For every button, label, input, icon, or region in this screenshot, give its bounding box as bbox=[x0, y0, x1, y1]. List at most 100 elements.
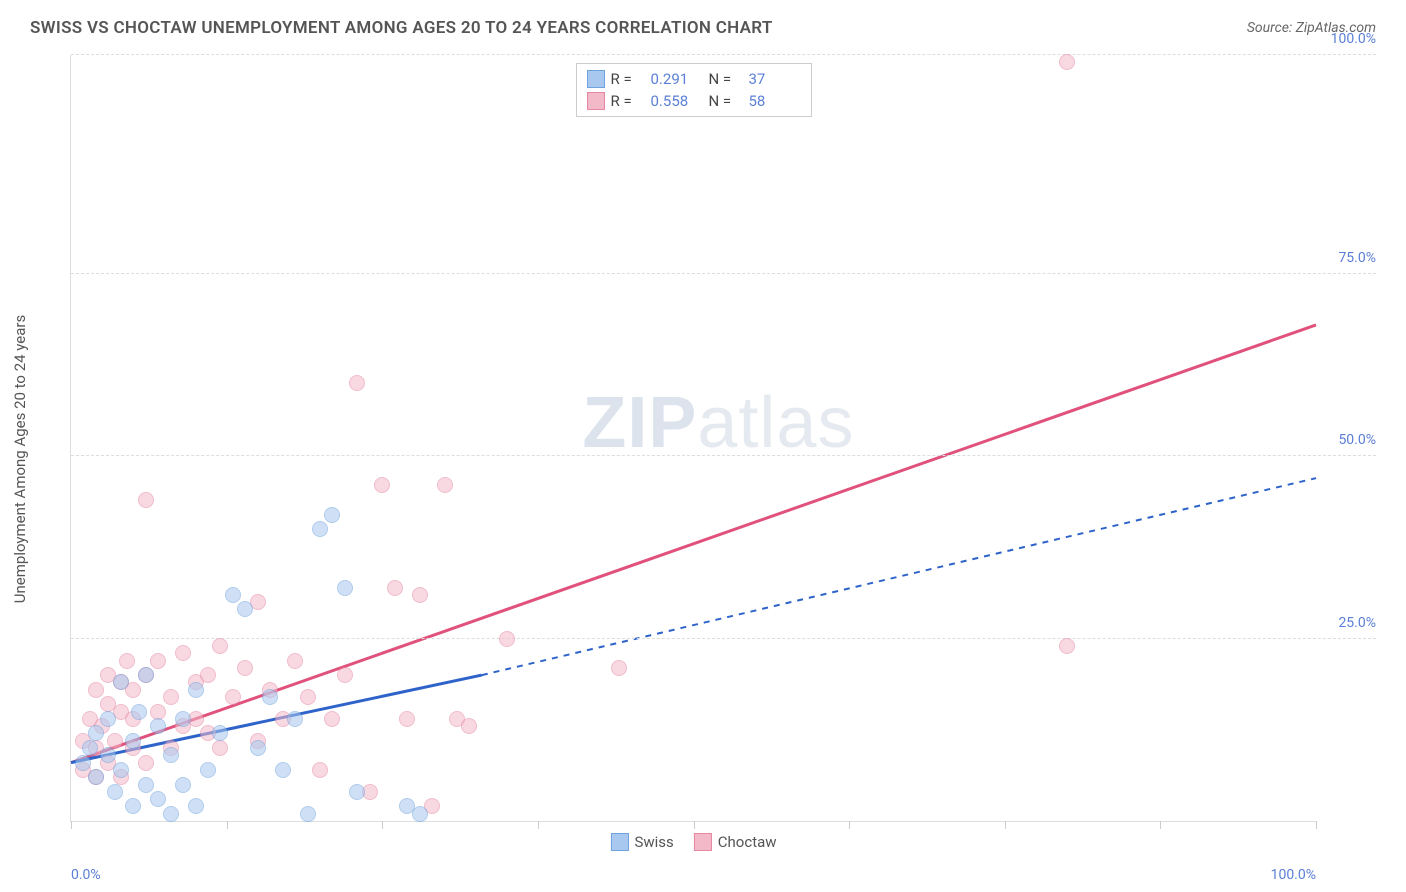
choctaw-point bbox=[461, 718, 477, 734]
legend-stats-row-choctaw: R = 0.558 N = 58 bbox=[587, 90, 801, 112]
choctaw-point bbox=[437, 477, 453, 493]
choctaw-swatch-icon bbox=[694, 833, 712, 851]
swiss-point bbox=[275, 762, 291, 778]
swiss-point bbox=[107, 784, 123, 800]
r-label: R = bbox=[611, 92, 645, 110]
regression-lines bbox=[71, 55, 1316, 821]
swiss-point bbox=[188, 798, 204, 814]
swiss-point bbox=[125, 733, 141, 749]
x-tick bbox=[1316, 821, 1317, 829]
choctaw-point bbox=[1059, 54, 1075, 70]
swiss-point bbox=[175, 711, 191, 727]
x-tick bbox=[382, 821, 383, 829]
swiss-point bbox=[113, 674, 129, 690]
gridline bbox=[71, 273, 1376, 274]
swiss-point bbox=[125, 798, 141, 814]
swiss-point bbox=[150, 718, 166, 734]
gridline bbox=[71, 54, 1376, 55]
swiss-point bbox=[163, 806, 179, 822]
legend-item-choctaw: Choctaw bbox=[694, 833, 777, 851]
swiss-point bbox=[163, 747, 179, 763]
swiss-point bbox=[312, 521, 328, 537]
choctaw-point bbox=[399, 711, 415, 727]
swiss-point bbox=[88, 725, 104, 741]
n-value-choctaw: 58 bbox=[749, 92, 801, 110]
choctaw-point bbox=[175, 645, 191, 661]
x-tick bbox=[1160, 821, 1161, 829]
n-label: N = bbox=[709, 92, 743, 110]
swiss-point bbox=[212, 725, 228, 741]
x-tick bbox=[849, 821, 850, 829]
swiss-point bbox=[82, 740, 98, 756]
choctaw-point bbox=[1059, 638, 1075, 654]
swiss-swatch-icon bbox=[587, 70, 605, 88]
choctaw-point bbox=[150, 704, 166, 720]
legend-label-choctaw: Choctaw bbox=[718, 833, 777, 851]
swiss-point bbox=[300, 806, 316, 822]
watermark: ZIPatlas bbox=[582, 382, 854, 464]
r-value-swiss: 0.291 bbox=[651, 70, 703, 88]
y-tick-label: 25.0% bbox=[1338, 615, 1376, 631]
gridline bbox=[71, 455, 1376, 456]
choctaw-point bbox=[374, 477, 390, 493]
y-tick-label: 100.0% bbox=[1331, 31, 1376, 47]
swiss-point bbox=[131, 704, 147, 720]
choctaw-point bbox=[237, 660, 253, 676]
choctaw-point bbox=[150, 653, 166, 669]
swiss-point bbox=[225, 587, 241, 603]
choctaw-point bbox=[324, 711, 340, 727]
legend-item-swiss: Swiss bbox=[610, 833, 673, 851]
x-tick bbox=[71, 821, 72, 829]
choctaw-point bbox=[312, 762, 328, 778]
choctaw-point bbox=[212, 740, 228, 756]
y-tick-label: 50.0% bbox=[1338, 432, 1376, 448]
y-axis-label: Unemployment Among Ages 20 to 24 years bbox=[11, 314, 29, 602]
swiss-point bbox=[200, 762, 216, 778]
choctaw-point bbox=[200, 667, 216, 683]
choctaw-point bbox=[300, 689, 316, 705]
swiss-point bbox=[75, 755, 91, 771]
choctaw-point bbox=[138, 492, 154, 508]
regression-line bbox=[482, 478, 1316, 675]
x-tick bbox=[227, 821, 228, 829]
choctaw-point bbox=[337, 667, 353, 683]
swiss-point bbox=[287, 711, 303, 727]
swiss-swatch-icon bbox=[610, 833, 628, 851]
swiss-point bbox=[262, 689, 278, 705]
swiss-point bbox=[113, 762, 129, 778]
legend-stats: R = 0.291 N = 37 R = 0.558 N = 58 bbox=[576, 63, 812, 117]
swiss-point bbox=[175, 777, 191, 793]
gridline bbox=[71, 638, 1376, 639]
swiss-point bbox=[100, 747, 116, 763]
choctaw-swatch-icon bbox=[587, 92, 605, 110]
x-tick bbox=[538, 821, 539, 829]
legend-label-swiss: Swiss bbox=[634, 833, 673, 851]
swiss-point bbox=[237, 601, 253, 617]
y-tick-label: 75.0% bbox=[1338, 250, 1376, 266]
choctaw-point bbox=[349, 375, 365, 391]
chart-title: SWISS VS CHOCTAW UNEMPLOYMENT AMONG AGES… bbox=[30, 18, 773, 38]
swiss-point bbox=[188, 682, 204, 698]
choctaw-point bbox=[412, 587, 428, 603]
swiss-point bbox=[138, 777, 154, 793]
x-tick-label: 0.0% bbox=[71, 867, 101, 883]
choctaw-point bbox=[163, 689, 179, 705]
choctaw-point bbox=[387, 580, 403, 596]
swiss-point bbox=[349, 784, 365, 800]
legend-series: Swiss Choctaw bbox=[610, 833, 776, 851]
swiss-point bbox=[324, 507, 340, 523]
x-tick bbox=[694, 821, 695, 829]
x-tick bbox=[1005, 821, 1006, 829]
swiss-point bbox=[100, 711, 116, 727]
choctaw-point bbox=[611, 660, 627, 676]
choctaw-point bbox=[225, 689, 241, 705]
plot-region: ZIPatlas R = 0.291 N = 37 R = 0.558 N = … bbox=[70, 55, 1316, 822]
choctaw-point bbox=[212, 638, 228, 654]
swiss-point bbox=[88, 769, 104, 785]
n-label: N = bbox=[709, 70, 743, 88]
choctaw-point bbox=[107, 733, 123, 749]
swiss-point bbox=[250, 740, 266, 756]
r-label: R = bbox=[611, 70, 645, 88]
regression-line bbox=[71, 325, 1316, 763]
swiss-point bbox=[150, 791, 166, 807]
